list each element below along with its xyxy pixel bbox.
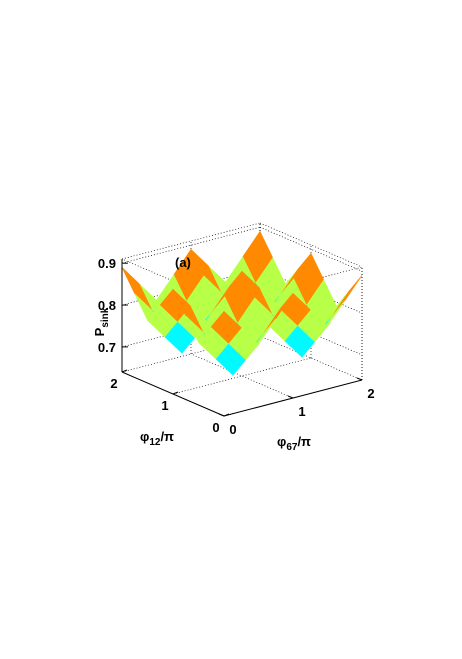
z-tick-label: 0.8 [98, 298, 116, 313]
y-axis-label-part: /π [160, 429, 174, 444]
x-tick-label: 1 [298, 404, 305, 419]
x-tick-label: 2 [367, 386, 374, 401]
grid-line [259, 335, 363, 381]
y-axis-label-part: φ [140, 429, 149, 444]
grid-line [259, 226, 363, 272]
y-tick-label: 2 [110, 376, 117, 391]
tick-mark [172, 391, 179, 395]
x-tick-label: 0 [229, 422, 236, 437]
grid-line [190, 353, 294, 399]
box-edge [259, 222, 363, 268]
tick-mark [218, 413, 225, 417]
surface-patch [121, 267, 153, 311]
x-axis-label-part: 67 [286, 442, 298, 453]
z-tick-label: 0.9 [98, 256, 116, 271]
z-axis-label-part: sink [100, 307, 111, 327]
y-axis-label-part: 12 [149, 437, 161, 448]
z-axis-label-part: P [92, 327, 107, 336]
surface [121, 230, 363, 376]
y-tick-label: 0 [212, 420, 219, 435]
x-axis-label-part: φ [277, 434, 286, 449]
surface-patch [210, 310, 242, 344]
tick-mark [121, 369, 128, 373]
surface-patch [331, 275, 363, 317]
x-axis-label: φ67/π [277, 434, 311, 453]
z-tick-label: 0.7 [98, 340, 116, 355]
y-axis-label: φ12/π [140, 429, 174, 448]
annotation: (a) [175, 255, 191, 270]
z-axis-label: Psink [92, 307, 111, 336]
tick-mark [356, 377, 363, 381]
x-axis-label-part: /π [297, 434, 311, 449]
y-tick-label: 1 [161, 398, 168, 413]
tick-mark [223, 413, 230, 417]
tick-mark [287, 395, 294, 399]
